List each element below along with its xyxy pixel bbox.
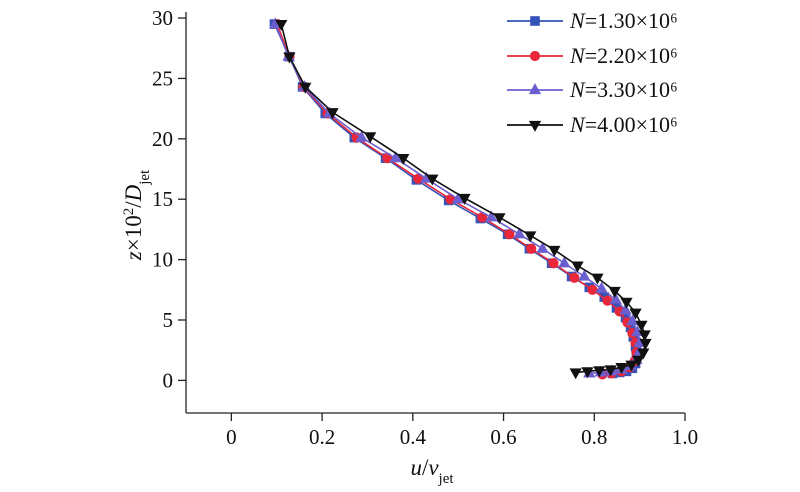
series-4-marker (458, 193, 471, 205)
series-3-marker (558, 256, 571, 268)
y-tick-label: 20 (152, 127, 173, 151)
axes: 0 0.2 0.4 0.6 0.8 1.0 0 5 10 15 20 25 30 (152, 6, 698, 449)
series-4-marker (637, 348, 650, 360)
series-2-marker (526, 243, 537, 254)
series-4-marker (275, 19, 288, 31)
series-3-marker (609, 292, 622, 304)
series-3-marker (578, 269, 591, 281)
y-axis-label-part: z (121, 251, 146, 261)
series-4-marker (548, 245, 561, 257)
series-4-marker (629, 308, 642, 320)
legend-item-series-1: N=1.30×10⁶ (506, 4, 678, 39)
legend-marker-series-3 (528, 83, 542, 95)
series-4-marker (620, 297, 633, 309)
y-axis-label-part: D (121, 184, 146, 202)
series-4-marker (615, 363, 628, 374)
legend-label-series-2: N=2.20×10⁶ (570, 42, 678, 68)
y-tick-label: 5 (163, 308, 174, 332)
legend-symbol-series-2 (507, 50, 563, 61)
legend-item-series-4: N=4.00×10⁶ (506, 108, 678, 143)
series-2-marker (548, 258, 559, 269)
series-3-marker (389, 151, 402, 163)
series-4-marker (591, 273, 604, 285)
series-4-marker (364, 132, 377, 144)
legend-symbol-series-1 (507, 16, 563, 27)
y-tick-label: 25 (152, 66, 173, 90)
series-4-marker (581, 367, 594, 379)
legend-symbol-series-3 (507, 83, 563, 95)
series-4-marker (426, 174, 439, 186)
series-4-marker (639, 338, 652, 350)
series-3-marker (595, 281, 608, 293)
series-2-marker (602, 295, 613, 306)
x-tick-label: 0.6 (490, 425, 516, 449)
x-tick-label: 0.8 (581, 425, 607, 449)
series-2-marker (504, 229, 515, 240)
x-axis-label-part: v (428, 455, 439, 480)
x-axis-label-part: jet (438, 471, 455, 487)
legend-item-series-3: N=3.30×10⁶ (506, 73, 678, 108)
series-3-marker (536, 241, 549, 253)
y-axis-label-part: ×10 (121, 215, 146, 251)
series-4-marker (569, 368, 582, 380)
legend-label-series-4: N=4.00×10⁶ (570, 111, 678, 137)
x-axis-label-part: u (410, 455, 422, 480)
series-4-marker (326, 108, 339, 120)
y-axis-label: z×102/Djet (121, 169, 153, 261)
series-4-marker (283, 52, 296, 64)
legend-marker-series-1 (530, 16, 540, 27)
series-2-marker (569, 272, 580, 283)
legend-label-series-3: N=3.30×10⁶ (570, 77, 678, 103)
series-2-marker (587, 284, 598, 295)
series-4-marker (625, 360, 638, 372)
series-4-marker (299, 82, 312, 94)
y-tick-label: 15 (152, 187, 173, 211)
x-axis-label: u/vjet (410, 455, 454, 487)
legend-symbol-series-4 (507, 120, 563, 132)
series-3-marker (626, 314, 639, 326)
series-4-marker (638, 330, 651, 342)
legend-item-series-2: N=2.20×10⁶ (506, 39, 678, 74)
series-4-marker (524, 231, 537, 243)
series-3-marker (485, 210, 498, 222)
y-axis-label-part: jet (137, 169, 153, 186)
legend-marker-series-4 (528, 120, 542, 132)
series-4-marker (493, 213, 506, 225)
series-4-marker (608, 286, 621, 298)
x-tick-label: 0 (226, 425, 237, 449)
y-tick-label: 10 (152, 248, 173, 272)
x-tick-label: 0.4 (400, 425, 427, 449)
x-tick-label: 1.0 (672, 425, 698, 449)
series-4-marker (593, 366, 606, 378)
x-axis-label-part: / (422, 455, 429, 480)
y-tick-label: 0 (163, 368, 174, 392)
series-3-marker (355, 130, 368, 142)
series-4 (275, 19, 652, 380)
series-4-marker (397, 154, 410, 165)
y-axis-label-part: 2 (121, 208, 137, 216)
y-axis-label-part: / (121, 201, 146, 208)
y-tick-label: 30 (152, 6, 173, 30)
series-3-marker (513, 227, 526, 239)
x-tick-label: 0.2 (309, 425, 335, 449)
legend: N=1.30×10⁶ N=2.20×10⁶ N=3.30×10⁶ N=4.00×10⁶ (506, 4, 678, 142)
legend-label-series-1: N=1.30×10⁶ (570, 8, 678, 34)
legend-marker-series-2 (529, 50, 541, 61)
series-4-marker (635, 320, 648, 332)
series-3-marker (619, 303, 632, 315)
series-4-marker (604, 365, 617, 377)
series-4-marker (571, 261, 584, 273)
